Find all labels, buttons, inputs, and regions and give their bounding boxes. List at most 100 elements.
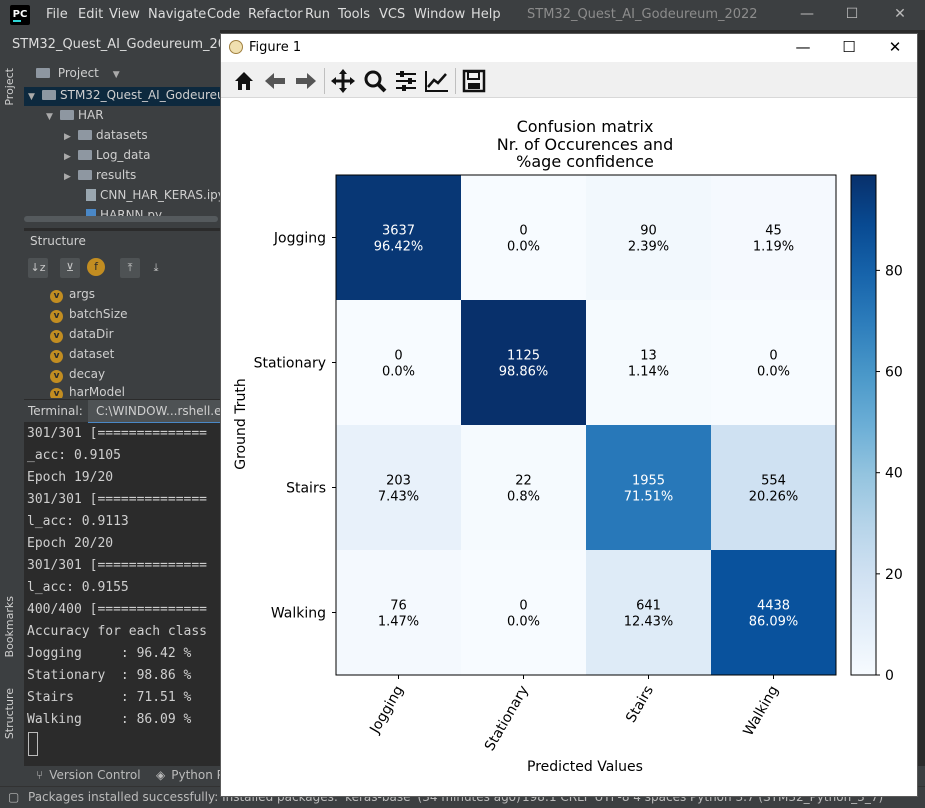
chevron-right-icon[interactable]: ▶ (64, 152, 71, 162)
variable-icon: v (50, 310, 63, 323)
cell-percent-label: 7.43% (378, 490, 419, 505)
cell-count-label: 22 (515, 474, 532, 489)
menu-tools[interactable]: Tools (338, 7, 371, 22)
structure-item[interactable]: v batchSize (50, 307, 128, 326)
terminal-line: 301/301 [============== (27, 426, 208, 441)
back-arrow-icon[interactable] (262, 68, 288, 94)
heatmap-cell (711, 300, 836, 425)
tree-item[interactable]: CNN_HAR_KERAS.ipynb (86, 188, 240, 207)
structure-item-label: decay (69, 367, 106, 381)
menu-code[interactable]: Code (207, 7, 241, 22)
notebook-file-icon (86, 189, 96, 201)
cell-count-label: 1955 (632, 474, 665, 489)
horizontal-scrollbar[interactable] (24, 216, 218, 222)
chevron-down-icon[interactable]: ▼ (28, 92, 35, 102)
cell-count-label: 3637 (382, 224, 415, 239)
tree-item[interactable]: ▶ results (64, 168, 136, 187)
menu-bar: PC File Edit View Navigate Code Refactor… (0, 0, 925, 30)
maximize-icon[interactable]: ☐ (845, 6, 859, 22)
folder-icon (60, 110, 74, 120)
side-tab-bookmarks[interactable]: Bookmarks (3, 596, 16, 658)
figure-toolbar (221, 62, 917, 98)
structure-item-label: args (69, 287, 95, 301)
chevron-right-icon[interactable]: ▶ (64, 172, 71, 182)
structure-item[interactable]: v harModel (50, 385, 125, 398)
tree-item[interactable]: ▼ HAR (46, 108, 104, 127)
collapse-all-icon[interactable]: ⤓ (153, 261, 159, 274)
edit-axis-icon[interactable] (424, 68, 450, 94)
project-view-label: Project (57, 66, 99, 80)
show-inherited-icon[interactable]: ⊻ (60, 258, 80, 278)
project-view-header[interactable]: Project ▼ (36, 66, 120, 80)
menu-file[interactable]: File (46, 7, 68, 22)
show-fields-icon[interactable]: f (87, 258, 105, 276)
cell-count-label: 554 (761, 474, 786, 489)
menu-run[interactable]: Run (305, 7, 330, 22)
cell-percent-label: 12.43% (624, 615, 674, 630)
heatmap-cell (461, 300, 586, 425)
pan-icon[interactable] (330, 68, 356, 94)
pycharm-logo-icon: PC (10, 5, 30, 25)
heatmap-cell (461, 425, 586, 550)
tree-item-label: STM32_Quest_AI_Godeureu (60, 88, 225, 102)
menu-help[interactable]: Help (471, 7, 501, 22)
cell-count-label: 203 (386, 474, 411, 489)
sort-alpha-icon[interactable]: ↓z (28, 258, 48, 278)
variable-icon: v (50, 350, 63, 363)
heatmap-cell (586, 550, 711, 675)
cell-percent-label: 20.26% (749, 490, 799, 505)
forward-arrow-icon[interactable] (293, 68, 319, 94)
cell-percent-label: 1.47% (378, 615, 419, 630)
menu-view[interactable]: View (109, 7, 140, 22)
terminal-line: 301/301 [============== (27, 558, 208, 573)
figure-close-icon[interactable]: ✕ (888, 38, 902, 56)
configure-subplots-icon[interactable] (393, 68, 419, 94)
minimize-icon[interactable]: — (800, 6, 814, 22)
chevron-right-icon[interactable]: ▶ (64, 132, 71, 142)
tree-item[interactable]: ▶ datasets (64, 128, 148, 147)
structure-item[interactable]: v dataDir (50, 327, 114, 346)
zoom-icon[interactable] (362, 68, 388, 94)
tree-item[interactable]: ▼ STM32_Quest_AI_Godeureu (28, 88, 225, 107)
cell-percent-label: 86.09% (749, 615, 799, 630)
terminal-line: Epoch 19/20 (27, 470, 114, 485)
figure-maximize-icon[interactable]: ☐ (842, 38, 856, 56)
close-icon[interactable]: ✕ (894, 6, 906, 22)
terminal-tab[interactable]: C:\WINDOW...rshell.exe (88, 400, 235, 424)
cell-percent-label: 0.0% (507, 240, 540, 255)
expand-all-icon[interactable]: ⤒ (120, 258, 140, 278)
home-icon[interactable] (231, 68, 257, 94)
figure-minimize-icon[interactable]: — (795, 38, 811, 56)
menu-vcs[interactable]: VCS (379, 7, 406, 22)
project-breadcrumb[interactable]: STM32_Quest_AI_Godeureum_2022 (12, 37, 243, 52)
structure-item[interactable]: v args (50, 287, 95, 306)
structure-item[interactable]: v decay (50, 367, 105, 386)
cell-count-label: 90 (640, 224, 657, 239)
tree-item-label: datasets (96, 128, 148, 142)
heatmap-cell (336, 175, 461, 300)
cell-count-label: 1125 (507, 349, 540, 364)
side-tab-project[interactable]: Project (3, 68, 16, 106)
chevron-down-icon[interactable]: ▼ (46, 112, 53, 122)
tree-item[interactable]: ▶ Log_data (64, 148, 150, 167)
menu-edit[interactable]: Edit (78, 7, 104, 22)
y-axis-label: Ground Truth (233, 378, 249, 469)
save-icon[interactable] (461, 68, 487, 94)
axes-frame (335, 174, 837, 676)
menu-window[interactable]: Window (414, 7, 466, 22)
terminal-output[interactable]: 301/301 [============== _acc: 0.9105 Epo… (24, 423, 220, 766)
cell-percent-label: 0.0% (382, 365, 415, 380)
python-packages-tab[interactable]: ◈ Python Pa (156, 768, 231, 782)
chevron-down-icon[interactable]: ▼ (112, 70, 120, 80)
folder-icon (78, 170, 92, 180)
version-control-tab[interactable]: ⑂ Version Control (36, 768, 141, 782)
structure-item[interactable]: v dataset (50, 347, 114, 366)
menu-refactor[interactable]: Refactor (248, 7, 303, 22)
terminal-tab-label: C:\WINDOW...rshell.exe (96, 404, 236, 418)
cell-count-label: 641 (636, 599, 661, 614)
side-tab-structure[interactable]: Structure (3, 688, 16, 740)
tree-item-label: CNN_HAR_KERAS.ipynb (100, 188, 241, 202)
menu-navigate[interactable]: Navigate (148, 7, 207, 22)
plot-canvas[interactable]: 363796.42%00.0%902.39%451.19%00.0%112598… (221, 98, 917, 796)
tree-item-label: Log_data (96, 148, 151, 162)
